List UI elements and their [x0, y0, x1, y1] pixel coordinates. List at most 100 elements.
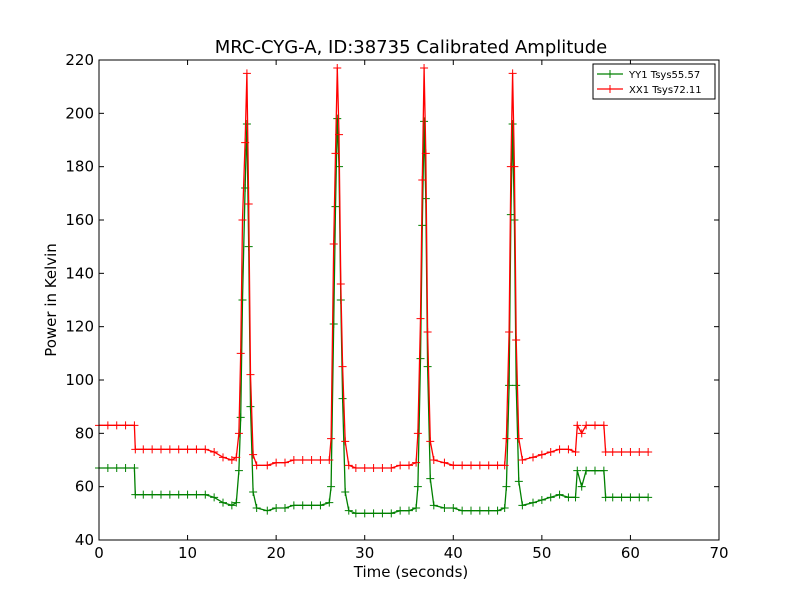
data-point-marker [493, 461, 502, 470]
data-point-marker [325, 456, 334, 464]
data-point-marker [617, 448, 626, 456]
data-point-marker [635, 493, 644, 502]
data-point-marker [329, 320, 338, 328]
data-point-marker [577, 482, 586, 491]
data-point-marker [249, 488, 258, 496]
data-point-marker [139, 445, 148, 454]
x-tick-label: 30 [355, 544, 374, 562]
data-point-marker [289, 501, 298, 510]
data-point-marker [183, 445, 192, 454]
data-point-marker [416, 314, 425, 323]
data-point-marker [416, 354, 425, 363]
data-point-marker [475, 506, 484, 515]
data-point-marker [234, 466, 243, 475]
data-point-marker [505, 381, 514, 390]
data-point-marker [369, 509, 378, 518]
data-point-marker [236, 349, 245, 358]
data-point-marker [249, 450, 258, 459]
data-point-marker [263, 506, 272, 515]
data-point-marker [360, 509, 369, 518]
data-point-marker [148, 490, 157, 499]
data-point-marker [508, 69, 517, 78]
x-tick-label: 60 [621, 544, 640, 562]
data-point-marker [148, 445, 157, 454]
data-point-marker [423, 328, 432, 336]
data-point-marker [130, 464, 139, 472]
legend-label: XX1 Tsys72.11 [629, 85, 702, 96]
data-point-marker [238, 216, 247, 224]
data-point-marker [449, 504, 458, 512]
data-point-marker [502, 482, 511, 491]
y-tick-label: 180 [65, 158, 94, 176]
data-point-marker [338, 362, 347, 371]
data-point-marker [518, 501, 527, 510]
data-point-marker [219, 498, 227, 507]
y-tick-label: 120 [65, 318, 94, 336]
data-point-marker [458, 461, 467, 470]
data-point-marker [421, 149, 430, 158]
y-axis-title: Power in Kelvin [42, 243, 60, 357]
y-tick-label: 40 [75, 531, 94, 549]
data-point-marker [426, 474, 435, 483]
data-point-marker [121, 421, 130, 430]
data-point-marker [139, 490, 148, 499]
data-point-marker [529, 498, 537, 507]
data-point-marker [192, 490, 201, 499]
data-point-marker [165, 490, 174, 499]
data-point-marker [512, 381, 521, 390]
data-point-marker [573, 421, 582, 430]
legend-label: YY1 Tsys55.57 [628, 70, 700, 81]
data-point-marker [484, 506, 493, 515]
data-point-marker [307, 456, 316, 464]
data-point-marker [577, 429, 586, 438]
data-point-marker [369, 464, 378, 472]
data-point-marker [281, 458, 289, 467]
data-point-marker [601, 448, 610, 456]
data-point-marker [591, 466, 599, 475]
data-point-marker [263, 461, 272, 470]
data-point-marker [405, 506, 413, 515]
legend-marker [606, 70, 614, 78]
y-tick-label: 60 [75, 478, 94, 496]
data-point-marker [103, 421, 112, 430]
data-point-marker [571, 493, 580, 502]
data-point-marker [582, 421, 591, 430]
data-point-marker [413, 429, 422, 438]
axis-ticks: 0 10 20 30 40 50 60 70 40 60 80 100 120 140 160 180 200 2… [65, 51, 728, 562]
data-point-marker [232, 453, 241, 462]
data-point-marker [564, 445, 573, 454]
data-point-marker [360, 464, 369, 472]
data-point-marker [316, 501, 325, 510]
data-point-marker [210, 448, 219, 456]
data-point-marker [351, 464, 360, 472]
data-point-marker [201, 490, 210, 499]
data-point-marker [174, 445, 183, 454]
data-point-marker [351, 509, 360, 518]
data-point-marker [272, 504, 281, 512]
data-point-marker [244, 200, 253, 208]
data-point-marker [341, 488, 350, 496]
data-point-marker [582, 466, 591, 475]
data-point-marker [327, 434, 336, 443]
data-point-marker [418, 176, 427, 184]
data-point-marker [335, 130, 344, 139]
data-point-marker [333, 114, 342, 123]
data-point-marker [331, 202, 340, 211]
data-point-marker [241, 184, 250, 192]
data-point-marker [449, 461, 458, 470]
data-point-marker [440, 458, 449, 467]
data-point-marker [537, 450, 546, 459]
data-point-marker [336, 280, 345, 288]
data-point-marker [405, 461, 413, 470]
x-tick-label: 40 [444, 544, 463, 562]
series-2 [95, 64, 653, 472]
y-tick-label: 160 [65, 211, 94, 229]
x-tick-label: 50 [532, 544, 551, 562]
data-point-marker [467, 506, 475, 515]
y-tick-label: 140 [65, 264, 94, 282]
data-point-marker [591, 421, 599, 430]
data-point-marker [252, 461, 261, 470]
data-point-marker [238, 296, 247, 304]
data-point-marker [219, 453, 227, 462]
